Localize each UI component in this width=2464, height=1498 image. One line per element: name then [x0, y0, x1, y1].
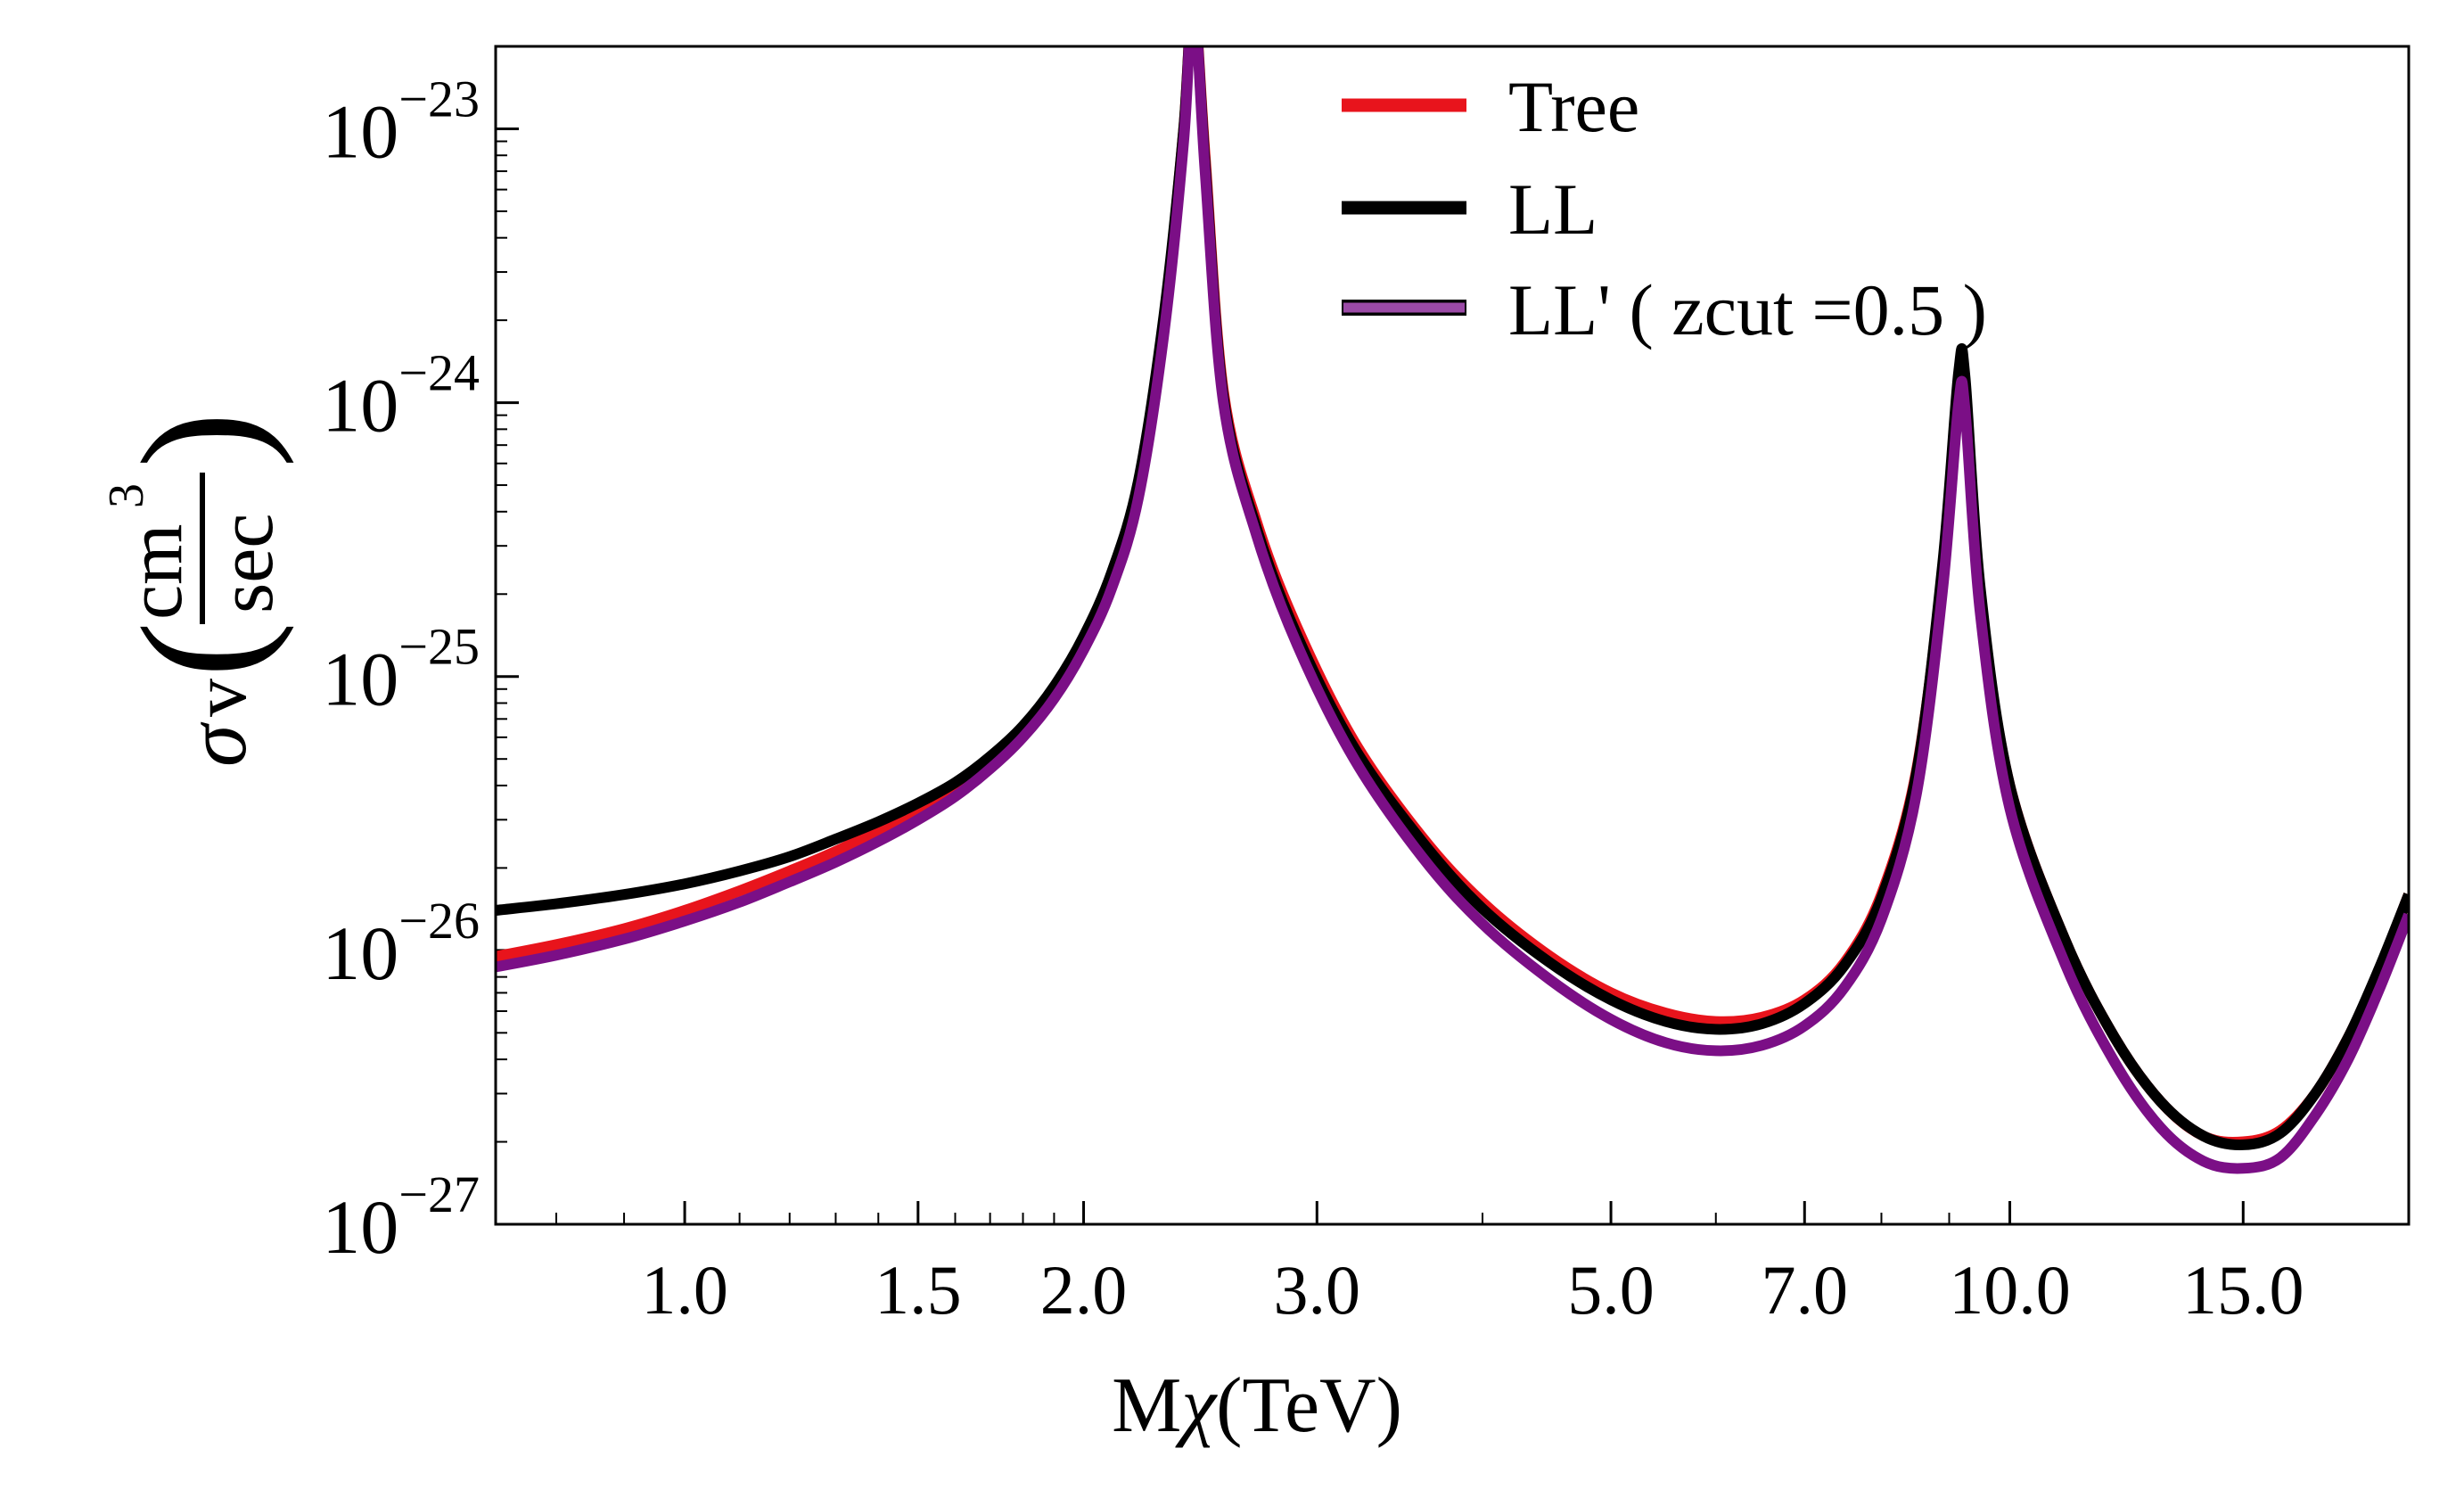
- legend-item-tree: Tree: [1342, 66, 1639, 147]
- legend-item-llprime: LL' ( zcut =0.5 ): [1342, 269, 1987, 350]
- legend: Tree LL LL' ( zcut =0.5 ): [1342, 66, 1987, 350]
- y-tick-label: 10−24: [322, 344, 480, 449]
- y-axis-label-lparen: (: [108, 621, 295, 678]
- y-axis-label-numerator: cm: [112, 523, 199, 620]
- minor-ticks: [496, 45, 2410, 1224]
- x-tick-label: 3.0: [1274, 1251, 1361, 1329]
- y-tick-label: 10−23: [322, 70, 480, 174]
- series-layer: [496, 46, 2409, 1174]
- legend-item-ll: LL: [1342, 169, 1597, 250]
- x-axis-label-suffix: (TeV): [1216, 1362, 1402, 1449]
- series-line-llprime: [496, 46, 2409, 1174]
- y-tick-label: 10−27: [322, 1165, 480, 1270]
- legend-label-ll: LL: [1508, 169, 1597, 250]
- x-tick-label: 5.0: [1567, 1251, 1655, 1329]
- legend-label-tree: Tree: [1508, 66, 1639, 147]
- x-tick-label: 10.0: [1949, 1251, 2071, 1329]
- y-axis-label: σ v ( cm 3 sec ): [99, 412, 295, 767]
- y-axis-label-rparen: ): [108, 412, 295, 468]
- x-axis-label-prefix: M: [1112, 1362, 1181, 1449]
- y-tick-label: 10−26: [322, 892, 480, 996]
- series-line-ll: [496, 46, 2409, 1150]
- x-tick-label: 15.0: [2182, 1251, 2304, 1329]
- x-axis-label: Mχ(TeV): [1112, 1362, 1402, 1449]
- y-axis-label-denominator: sec: [203, 514, 290, 613]
- plot-frame: [494, 45, 2411, 1226]
- x-tick-label: 7.0: [1762, 1251, 1849, 1329]
- y-tick-label: 10−25: [322, 618, 480, 722]
- x-axis-label-symbol: χ: [1174, 1362, 1218, 1449]
- y-axis-label-exponent: 3: [99, 483, 154, 508]
- x-tick-label: 1.0: [641, 1251, 728, 1329]
- y-axis-label-sigma: σ: [168, 721, 264, 767]
- y-tick-labels: 10−27 10−26 10−25 10−24 10−23: [322, 70, 480, 1270]
- x-tick-label: 2.0: [1040, 1251, 1128, 1329]
- x-tick-labels: 1.0 1.5 2.0 3.0 5.0 7.0 10.0 15.0: [641, 1251, 2304, 1329]
- x-tick-label: 1.5: [875, 1251, 962, 1329]
- legend-label-llprime: LL' ( zcut =0.5 ): [1508, 269, 1987, 350]
- y-axis-label-v: v: [177, 679, 262, 717]
